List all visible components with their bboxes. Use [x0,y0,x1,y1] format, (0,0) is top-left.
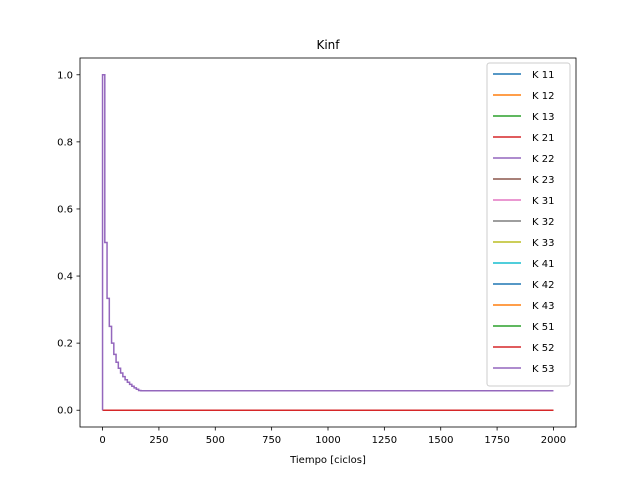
legend-label-k-12: K 12 [532,91,554,102]
x-tick-label: 2000 [541,435,566,446]
y-tick-label: 0.4 [57,272,73,283]
legend-label-k-31: K 31 [532,196,554,207]
legend-label-k-53: K 53 [532,364,554,375]
series-line-k-53 [101,74,554,411]
legend-label-k-11: K 11 [532,70,554,81]
legend-label-k-21: K 21 [532,133,554,144]
legend-label-k-51: K 51 [532,322,554,333]
legend-label-k-41: K 41 [532,259,554,270]
x-tick-label: 250 [149,435,168,446]
legend-box [486,62,571,387]
x-axis-label: Tiempo [ciclos] [289,455,366,466]
plot-layer [101,74,554,411]
y-tick-label: 1.0 [57,70,73,81]
x-tick-label: 1750 [484,435,509,446]
legend-label-k-52: K 52 [532,343,554,354]
y-tick-label: 0.6 [57,204,73,215]
legend-label-k-23: K 23 [532,175,554,186]
legend-label-k-43: K 43 [532,301,554,312]
legend: K 11 K 12 K 13 K 21 K 22 K 23 K 31 K 32 K 33 K 41… [486,62,571,387]
x-tick-label: 1500 [428,435,453,446]
legend-label-k-32: K 32 [532,217,554,228]
legend-label-k-42: K 42 [532,280,554,291]
x-tick-label: 0 [99,435,105,446]
legend-label-k-22: K 22 [532,154,554,165]
chart-title: Kinf [316,38,340,52]
y-tick-label: 0.0 [57,406,73,417]
ticks-layer: 0 250 500 750 1000 1250 1500 1750 2000 0.0 0.2 0.4 0… [57,70,566,446]
x-tick-label: 1000 [315,435,340,446]
y-tick-label: 0.8 [57,137,73,148]
y-tick-label: 0.2 [57,339,73,350]
legend-label-k-33: K 33 [532,238,554,249]
x-tick-label: 500 [206,435,225,446]
x-tick-label: 1250 [372,435,397,446]
legend-label-k-13: K 13 [532,112,554,123]
x-tick-label: 750 [262,435,281,446]
